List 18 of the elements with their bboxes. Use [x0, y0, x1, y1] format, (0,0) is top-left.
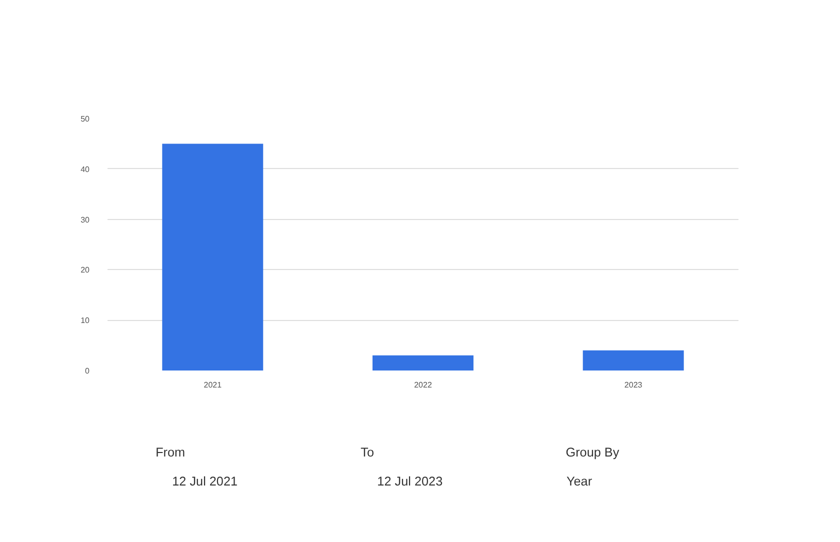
y-tick-label: 20 [80, 266, 90, 275]
y-tick-label: 50 [80, 114, 90, 124]
y-tick-label: 10 [80, 316, 90, 326]
y-tick-label: 40 [80, 164, 90, 174]
text: To [360, 446, 374, 460]
y-tick-label: 30 [80, 215, 90, 224]
bar [162, 144, 264, 370]
text: 12 Jul 2021 [172, 474, 238, 488]
y-tick-label: 0 [85, 366, 90, 376]
text: Group By [566, 446, 620, 460]
x-tick-label: 2022 [414, 380, 432, 390]
text: From [156, 446, 186, 460]
text: 12 Jul 2023 [377, 474, 443, 488]
x-tick-label: 2021 [204, 380, 222, 390]
bar [582, 350, 684, 370]
text: Year [566, 474, 592, 488]
bar [372, 355, 474, 370]
x-tick-label: 2023 [624, 380, 643, 390]
